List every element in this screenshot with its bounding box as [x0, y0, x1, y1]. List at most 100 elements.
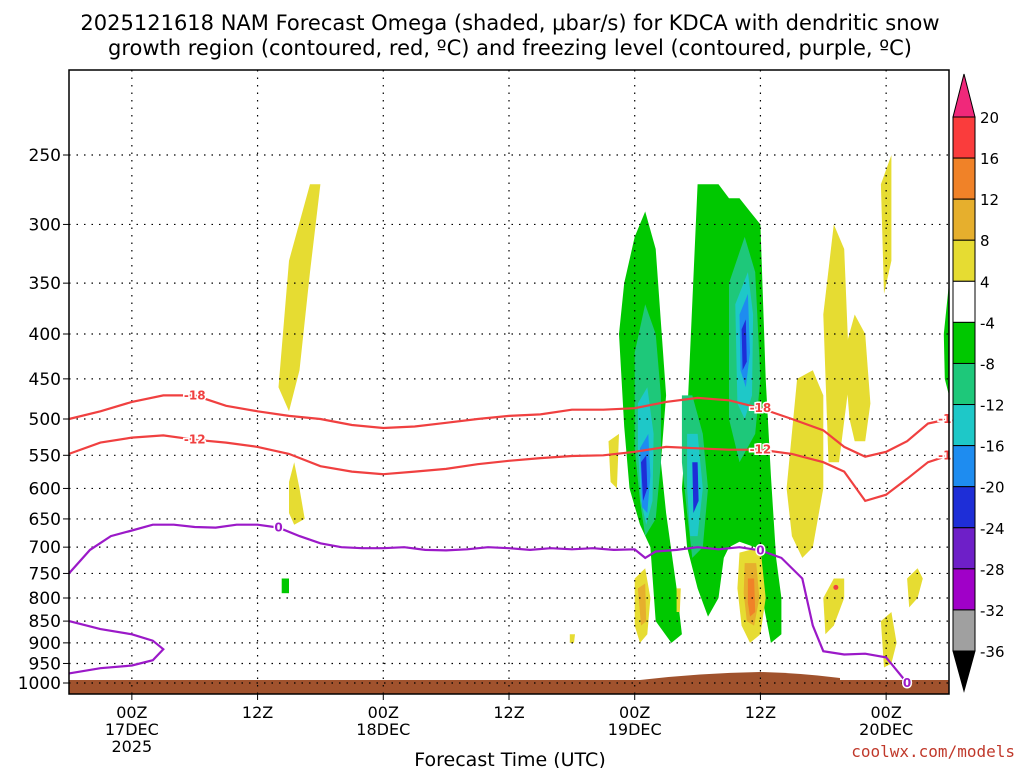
x-tick-label-48-1: 19DEC [608, 720, 662, 739]
y-tick-label-600: 600 [29, 479, 61, 499]
y-tick-label-800: 800 [29, 589, 61, 609]
colorbar-segment-7 [952, 404, 976, 447]
x-axis-label: Forecast Time (UTC) [414, 749, 605, 768]
omega-region-15 [692, 462, 699, 513]
x-tick-label-48-0: 00Z [619, 703, 650, 722]
y-tick-label-1000: 1000 [18, 674, 61, 694]
colorbar-segment-9 [952, 486, 976, 529]
plot-frame [68, 69, 950, 695]
omega-region-24 [823, 578, 845, 635]
y-tick-label-550: 550 [29, 446, 61, 466]
colorbar-label-5: -4 [980, 314, 995, 332]
y-tick-label-350: 350 [29, 274, 61, 294]
y-tick-label-250: 250 [29, 146, 61, 166]
contour-line-0 [68, 394, 950, 458]
colorbar-segment-3 [952, 239, 976, 282]
omega-region-23 [844, 314, 871, 442]
colorbar-segment-10 [952, 527, 976, 570]
colorbar-segment-6 [952, 362, 976, 406]
x-tick-label-24-1: 18DEC [356, 720, 410, 739]
colorbar-segment-11 [952, 568, 976, 611]
colorbar-segment-4 [952, 280, 976, 323]
colorbar-label-6: -8 [980, 355, 995, 373]
contour-line-2 [68, 523, 908, 684]
omega-region-21 [786, 370, 824, 558]
contour-label-0-0: -18 [184, 388, 206, 402]
omega-shading [278, 155, 949, 668]
chart-title-line1: 2025121618 NAM Forecast Omega (shaded, μ… [80, 11, 939, 35]
contour-label-2-0: 0 [274, 521, 282, 535]
contour-label-1-0: -12 [184, 433, 206, 447]
terrain-bump [640, 672, 840, 680]
x-tick-label-0-0: 00Z [116, 703, 147, 722]
y-tick-label-850: 850 [29, 612, 61, 632]
omega-region-25 [880, 155, 892, 294]
x-tick-label-36-0: 12Z [493, 703, 524, 722]
y-tick-label-700: 700 [29, 538, 61, 558]
colorbar-label-8: -16 [980, 438, 1005, 456]
omega-region-17 [637, 583, 647, 626]
y-tick-label-750: 750 [29, 564, 61, 584]
colorbar-segment-2 [952, 198, 976, 241]
omega-region-1 [289, 462, 305, 525]
y-tick-label-500: 500 [29, 410, 61, 430]
colorbar-label-3: 8 [980, 232, 990, 250]
contour-label-1-1: -12 [750, 443, 772, 457]
x-tick-label-0-1: 17DEC [105, 720, 159, 739]
y-tick-label-450: 450 [29, 370, 61, 390]
terrain-ground [69, 680, 949, 694]
colorbar-segment-12 [952, 609, 976, 652]
colorbar-label-1: 16 [980, 150, 999, 168]
omega-region-0 [278, 184, 321, 412]
colorbar-label-2: 12 [980, 191, 999, 209]
contour-label-2-2: 0 [903, 676, 911, 690]
omega-region-26 [880, 612, 897, 668]
omega-region-30 [569, 634, 575, 643]
y-tick-label-650: 650 [29, 510, 61, 530]
omega-region-14 [741, 319, 747, 371]
x-tick-label-0-2: 2025 [111, 737, 152, 756]
chart-title-line2: growth region (contoured, red, ºC) and f… [108, 36, 912, 60]
y-tick-label-300: 300 [29, 215, 61, 235]
credit-text: coolwx.com/models [851, 742, 1015, 761]
x-tick-label-72-1: 20DEC [859, 720, 913, 739]
x-tick-label-72-0: 00Z [870, 703, 901, 722]
colorbar-label-11: -28 [980, 561, 1005, 579]
colorbar-label-12: -32 [980, 602, 1005, 620]
y-axis-ticks: 2503003504004505005506006507007508008509… [18, 146, 69, 694]
omega-max-marker [833, 584, 839, 590]
x-tick-label-60-0: 12Z [745, 703, 776, 722]
y-tick-label-400: 400 [29, 325, 61, 345]
contour-line-3 [68, 620, 165, 675]
x-tick-label-24-0: 00Z [368, 703, 399, 722]
colorbar-segment-8 [952, 445, 976, 488]
y-tick-label-900: 900 [29, 634, 61, 654]
omega-region-22 [823, 224, 850, 463]
colorbar-label-10: -24 [980, 520, 1005, 538]
colorbar-label-0: 20 [980, 109, 999, 127]
colorbar: 20 16 12 8 4 -4 -8 -12 -16 -20 -24 -28 -32 -36 [952, 73, 1005, 693]
colorbar-segment-1 [952, 157, 976, 200]
colorbar-segment-0 [952, 116, 976, 159]
omega-region-31 [676, 588, 681, 612]
colorbar-label-4: 4 [980, 273, 990, 291]
colorbar-label-13: -36 [980, 643, 1005, 661]
contour-line-1 [68, 434, 950, 503]
colorbar-segment-5 [952, 321, 976, 364]
omega-region-29 [943, 283, 949, 396]
omega-region-2 [281, 578, 289, 594]
colorbar-arrow-bottom [952, 650, 976, 693]
colorbar-label-9: -20 [980, 479, 1005, 497]
omega-region-28 [608, 433, 619, 489]
contour-label-0-1: -18 [750, 401, 772, 415]
contour-label-2-1: 0 [756, 543, 764, 557]
colorbar-label-7: -12 [980, 397, 1005, 415]
y-tick-label-950: 950 [29, 654, 61, 674]
colorbar-arrow-top [952, 73, 976, 118]
omega-region-13 [641, 455, 648, 501]
omega-region-27 [907, 568, 923, 608]
x-tick-label-12-0: 12Z [242, 703, 273, 722]
